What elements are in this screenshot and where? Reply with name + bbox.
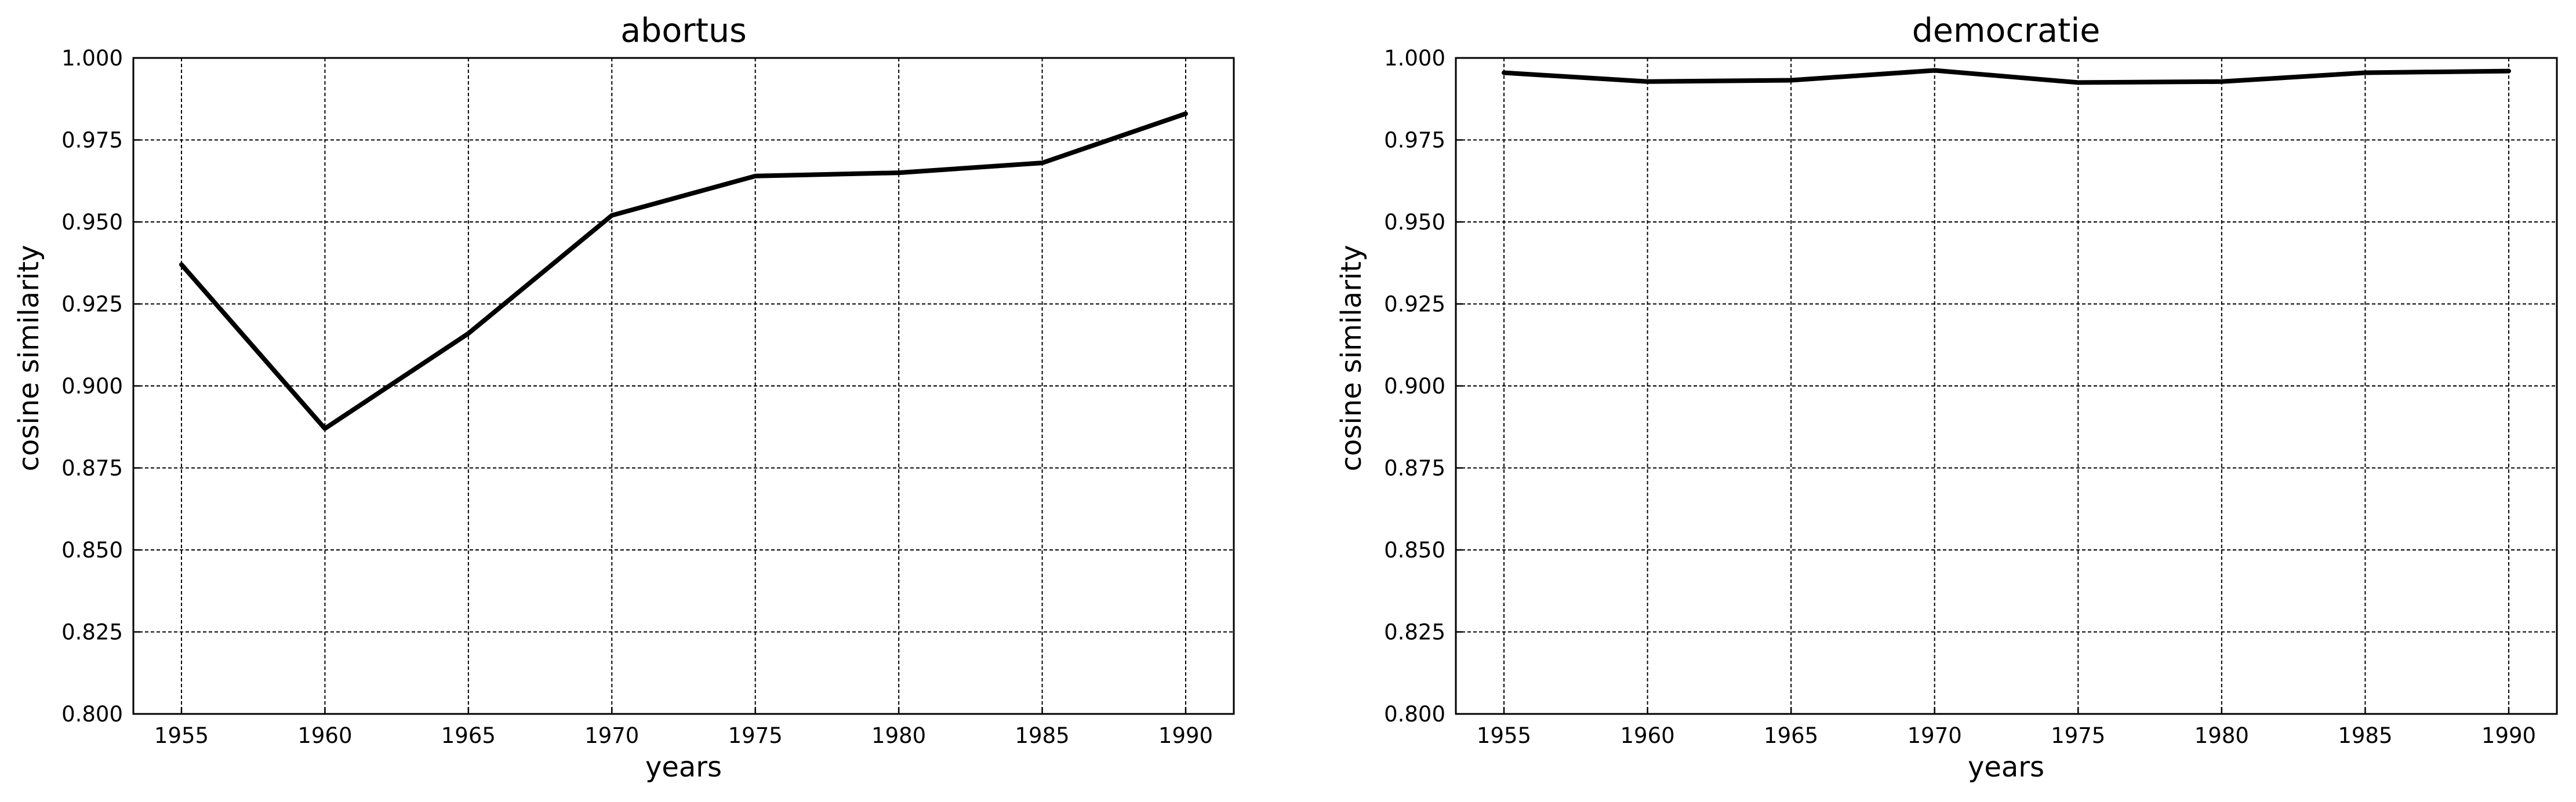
x-tick-label: 1970 [1908, 723, 1962, 748]
x-tick-label: 1985 [1015, 723, 1069, 748]
y-tick-label: 0.925 [61, 292, 123, 317]
y-tick-label: 0.825 [61, 620, 123, 645]
x-tick-label: 1980 [871, 723, 926, 748]
chart-panel-abortus: abortus years cosine similarity 1955 1960… [13, 12, 1235, 783]
y-tick-label: 0.850 [61, 538, 123, 563]
x-tick-label: 1955 [154, 723, 209, 748]
y-tick-label: 0.950 [1384, 210, 1445, 235]
y-axis-label: cosine similarity [1335, 245, 1368, 472]
series-line [179, 111, 1188, 431]
y-tick-label: 0.925 [1384, 292, 1445, 317]
x-tick-label: 1965 [1764, 723, 1818, 748]
y-tick-label: 0.975 [61, 128, 123, 153]
y-tick-label: 0.875 [61, 456, 123, 481]
x-axis-label: years [645, 751, 722, 783]
x-tick-label: 1970 [584, 723, 639, 748]
x-tick-label: 1975 [2051, 723, 2105, 748]
x-tick-label: 1990 [2481, 723, 2536, 748]
series-line [1502, 68, 2511, 85]
y-tick-label: 0.900 [61, 374, 123, 399]
y-tick-label: 0.800 [61, 702, 123, 727]
chart-title: democratie [1912, 12, 2101, 50]
x-tick-label: 1965 [441, 723, 496, 748]
y-tick-label: 1.000 [61, 46, 123, 71]
x-tick-label: 1985 [2338, 723, 2392, 748]
chart-panel-democratie: democratie years cosine similarity 1955 1… [1335, 12, 2558, 783]
plot-area-frame [1455, 57, 2558, 715]
y-tick-label: 1.000 [1384, 46, 1445, 71]
x-tick-label: 1960 [297, 723, 352, 748]
x-tick-label: 1975 [728, 723, 783, 748]
x-tick-label: 1955 [1477, 723, 1531, 748]
y-tick-label: 0.800 [1384, 702, 1445, 727]
x-tick-label: 1990 [1158, 723, 1213, 748]
x-tick-label: 1980 [2194, 723, 2249, 748]
y-tick-label: 0.975 [1384, 128, 1445, 153]
y-tick-label: 0.825 [1384, 620, 1445, 645]
plot-area-frame [132, 57, 1235, 715]
y-tick-label: 0.950 [61, 210, 123, 235]
y-axis-label: cosine similarity [13, 245, 45, 472]
y-tick-label: 0.900 [1384, 374, 1445, 399]
y-tick-label: 0.850 [1384, 538, 1445, 563]
chart-title: abortus [620, 12, 747, 50]
y-tick-label: 0.875 [1384, 456, 1445, 481]
x-tick-label: 1960 [1620, 723, 1674, 748]
x-axis-label: years [1968, 751, 2044, 783]
